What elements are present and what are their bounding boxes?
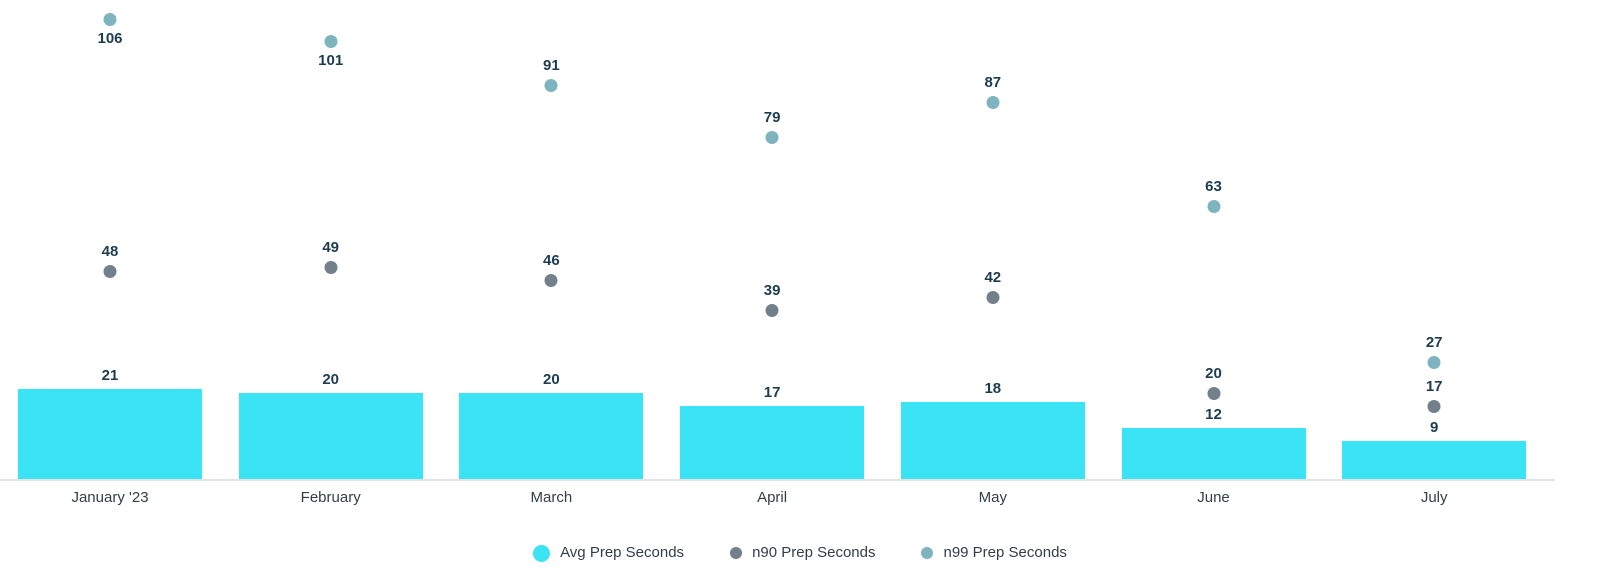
n99-value-label-january-23: 106 (97, 30, 123, 48)
n99-dot-may[interactable] (986, 95, 1000, 109)
avg-prep-seconds-value-label-january-23: 21 (101, 366, 119, 384)
n90-value-label-july: 17 (1425, 377, 1443, 395)
chart-legend: Avg Prep Seconds n90 Prep Seconds n99 Prep… (0, 542, 1600, 564)
n99-value-label-may: 87 (984, 73, 1002, 91)
x-axis-label-january-23: January '23 (71, 489, 149, 506)
n99-dot-march[interactable] (544, 78, 558, 92)
legend-item-n90-prep-seconds[interactable]: n90 Prep Seconds (730, 542, 875, 564)
x-axis-label-june: June (1197, 489, 1230, 506)
bar-march[interactable] (459, 393, 644, 480)
legend-label-n99-prep-seconds: n99 Prep Seconds (943, 544, 1067, 561)
bar-february[interactable] (238, 393, 423, 480)
n99-value-label-march: 91 (543, 56, 560, 74)
avg-prep-seconds-value-label-july: 9 (1430, 418, 1439, 436)
n90-dot-january-23[interactable] (103, 265, 117, 279)
avg-prep-seconds-value-label-may: 18 (984, 379, 1002, 397)
legend-item-n99-prep-seconds[interactable]: n99 Prep Seconds (921, 542, 1067, 564)
n90-value-label-june: 20 (1205, 364, 1222, 382)
avg-prep-seconds-value-label-february: 20 (322, 371, 340, 389)
n90-value-label-february: 49 (322, 238, 340, 256)
avg-prep-seconds-value-label-march: 20 (543, 371, 560, 389)
legend-label-n90-prep-seconds: n90 Prep Seconds (752, 544, 876, 561)
n90-value-label-may: 42 (984, 269, 1002, 287)
n99-dot-january-23[interactable] (103, 13, 117, 27)
avg-prep-seconds-value-label-april: 17 (763, 384, 781, 402)
legend-label-avg-prep-seconds: Avg Prep Seconds (560, 544, 685, 561)
x-axis-label-february: February (300, 489, 361, 506)
n90-dot-april[interactable] (765, 304, 779, 318)
n90-value-label-april: 39 (763, 282, 781, 300)
n99-dot-april[interactable] (765, 130, 779, 144)
x-axis-label-march: March (530, 489, 573, 506)
x-axis-line (0, 479, 1555, 481)
legend-swatch-avg-prep-seconds (533, 544, 551, 562)
bar-june[interactable] (1121, 427, 1306, 480)
legend-item-avg-prep-seconds[interactable]: Avg Prep Seconds (533, 542, 684, 564)
n99-dot-february[interactable] (324, 35, 338, 49)
n99-value-label-june: 63 (1205, 178, 1222, 196)
n90-dot-june[interactable] (1207, 386, 1220, 400)
legend-swatch-n99-prep-seconds (921, 547, 934, 559)
n90-dot-march[interactable] (544, 273, 558, 287)
bar-january-23[interactable] (18, 388, 202, 480)
n99-dot-june[interactable] (1207, 200, 1220, 214)
n99-value-label-july: 27 (1425, 334, 1443, 352)
x-axis-label-july: July (1420, 489, 1448, 506)
n90-dot-july[interactable] (1427, 399, 1441, 413)
bar-may[interactable] (900, 401, 1085, 480)
n99-value-label-february: 101 (318, 52, 344, 70)
n90-value-label-march: 46 (543, 251, 560, 269)
n90-value-label-january-23: 48 (101, 243, 119, 261)
avg-prep-seconds-value-label-june: 12 (1205, 405, 1222, 423)
n99-dot-july[interactable] (1427, 356, 1441, 370)
x-axis-label-april: April (757, 489, 788, 506)
bar-april[interactable] (680, 406, 865, 480)
bar-july[interactable] (1342, 440, 1527, 480)
n90-dot-may[interactable] (986, 291, 1000, 305)
legend-swatch-n90-prep-seconds (730, 547, 743, 559)
n99-value-label-april: 79 (763, 108, 781, 126)
x-axis-label-may: May (978, 489, 1007, 506)
n90-dot-february[interactable] (324, 260, 338, 274)
